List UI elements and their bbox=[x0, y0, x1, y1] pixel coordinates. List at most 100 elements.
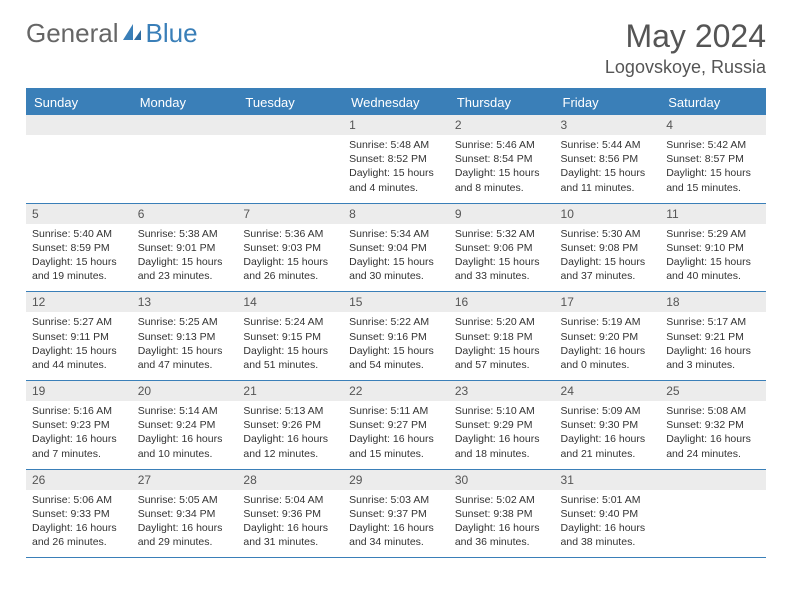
day-number: 8 bbox=[343, 204, 449, 224]
day-number: 9 bbox=[449, 204, 555, 224]
calendar-day-cell: 22Sunrise: 5:11 AMSunset: 9:27 PMDayligh… bbox=[343, 381, 449, 469]
calendar-day-cell bbox=[26, 115, 132, 203]
day-line: Daylight: 16 hours bbox=[349, 432, 443, 446]
day-line: Sunset: 9:15 PM bbox=[243, 330, 337, 344]
day-line: Sunrise: 5:32 AM bbox=[455, 227, 549, 241]
day-line: Sunset: 9:13 PM bbox=[138, 330, 232, 344]
day-number: 10 bbox=[555, 204, 661, 224]
day-line: and 24 minutes. bbox=[666, 447, 760, 461]
day-line: and 47 minutes. bbox=[138, 358, 232, 372]
calendar-week-row: 12Sunrise: 5:27 AMSunset: 9:11 PMDayligh… bbox=[26, 292, 766, 381]
brand-part2: Blue bbox=[146, 18, 198, 49]
day-line: and 0 minutes. bbox=[561, 358, 655, 372]
day-header: Thursday bbox=[449, 90, 555, 115]
calendar-day-cell: 8Sunrise: 5:34 AMSunset: 9:04 PMDaylight… bbox=[343, 204, 449, 292]
calendar-day-cell: 18Sunrise: 5:17 AMSunset: 9:21 PMDayligh… bbox=[660, 292, 766, 380]
day-body: Sunrise: 5:24 AMSunset: 9:15 PMDaylight:… bbox=[237, 312, 343, 380]
calendar-day-cell: 25Sunrise: 5:08 AMSunset: 9:32 PMDayligh… bbox=[660, 381, 766, 469]
day-line: Sunrise: 5:17 AM bbox=[666, 315, 760, 329]
day-line: Sunset: 9:37 PM bbox=[349, 507, 443, 521]
calendar-day-cell: 23Sunrise: 5:10 AMSunset: 9:29 PMDayligh… bbox=[449, 381, 555, 469]
calendar-week-row: 26Sunrise: 5:06 AMSunset: 9:33 PMDayligh… bbox=[26, 470, 766, 559]
day-line: Daylight: 15 hours bbox=[32, 344, 126, 358]
day-body: Sunrise: 5:05 AMSunset: 9:34 PMDaylight:… bbox=[132, 490, 238, 558]
day-line: Daylight: 15 hours bbox=[349, 255, 443, 269]
day-line: and 30 minutes. bbox=[349, 269, 443, 283]
day-line: Sunrise: 5:38 AM bbox=[138, 227, 232, 241]
day-line: Sunrise: 5:16 AM bbox=[32, 404, 126, 418]
day-line: Daylight: 16 hours bbox=[666, 432, 760, 446]
day-line: and 4 minutes. bbox=[349, 181, 443, 195]
calendar-day-cell: 19Sunrise: 5:16 AMSunset: 9:23 PMDayligh… bbox=[26, 381, 132, 469]
day-number: 15 bbox=[343, 292, 449, 312]
day-line: and 29 minutes. bbox=[138, 535, 232, 549]
day-line: Sunset: 9:38 PM bbox=[455, 507, 549, 521]
day-line: Sunset: 9:26 PM bbox=[243, 418, 337, 432]
day-number: 18 bbox=[660, 292, 766, 312]
day-line: Sunrise: 5:14 AM bbox=[138, 404, 232, 418]
day-number: 19 bbox=[26, 381, 132, 401]
day-line: Daylight: 16 hours bbox=[561, 432, 655, 446]
day-line: Sunset: 8:54 PM bbox=[455, 152, 549, 166]
brand-logo: General Blue bbox=[26, 18, 198, 49]
day-line: Sunset: 9:08 PM bbox=[561, 241, 655, 255]
day-body: Sunrise: 5:08 AMSunset: 9:32 PMDaylight:… bbox=[660, 401, 766, 469]
calendar-week-row: 19Sunrise: 5:16 AMSunset: 9:23 PMDayligh… bbox=[26, 381, 766, 470]
day-line: Sunrise: 5:19 AM bbox=[561, 315, 655, 329]
day-line: Sunset: 8:52 PM bbox=[349, 152, 443, 166]
day-line: Sunset: 9:10 PM bbox=[666, 241, 760, 255]
day-number: 27 bbox=[132, 470, 238, 490]
day-body: Sunrise: 5:19 AMSunset: 9:20 PMDaylight:… bbox=[555, 312, 661, 380]
day-line: and 19 minutes. bbox=[32, 269, 126, 283]
day-line: Sunrise: 5:03 AM bbox=[349, 493, 443, 507]
day-body: Sunrise: 5:14 AMSunset: 9:24 PMDaylight:… bbox=[132, 401, 238, 469]
day-line: Daylight: 16 hours bbox=[455, 432, 549, 446]
day-line: Sunset: 8:57 PM bbox=[666, 152, 760, 166]
day-line: Daylight: 15 hours bbox=[243, 344, 337, 358]
day-line: and 18 minutes. bbox=[455, 447, 549, 461]
day-body: Sunrise: 5:11 AMSunset: 9:27 PMDaylight:… bbox=[343, 401, 449, 469]
day-number: 17 bbox=[555, 292, 661, 312]
day-line: Sunrise: 5:36 AM bbox=[243, 227, 337, 241]
day-line: Sunset: 9:30 PM bbox=[561, 418, 655, 432]
day-line: Sunset: 9:20 PM bbox=[561, 330, 655, 344]
day-line: and 7 minutes. bbox=[32, 447, 126, 461]
day-body: Sunrise: 5:48 AMSunset: 8:52 PMDaylight:… bbox=[343, 135, 449, 203]
day-line: and 12 minutes. bbox=[243, 447, 337, 461]
day-number: 4 bbox=[660, 115, 766, 135]
day-header: Sunday bbox=[26, 90, 132, 115]
day-line: Sunrise: 5:27 AM bbox=[32, 315, 126, 329]
day-body: Sunrise: 5:03 AMSunset: 9:37 PMDaylight:… bbox=[343, 490, 449, 558]
calendar-day-cell: 14Sunrise: 5:24 AMSunset: 9:15 PMDayligh… bbox=[237, 292, 343, 380]
day-number: 6 bbox=[132, 204, 238, 224]
day-line: Sunset: 9:40 PM bbox=[561, 507, 655, 521]
calendar-day-cell: 11Sunrise: 5:29 AMSunset: 9:10 PMDayligh… bbox=[660, 204, 766, 292]
month-title: May 2024 bbox=[605, 18, 766, 55]
day-line: Daylight: 15 hours bbox=[32, 255, 126, 269]
day-line: Daylight: 15 hours bbox=[666, 255, 760, 269]
day-body: Sunrise: 5:10 AMSunset: 9:29 PMDaylight:… bbox=[449, 401, 555, 469]
day-line: and 15 minutes. bbox=[666, 181, 760, 195]
day-line: Sunset: 9:06 PM bbox=[455, 241, 549, 255]
calendar-day-cell: 16Sunrise: 5:20 AMSunset: 9:18 PMDayligh… bbox=[449, 292, 555, 380]
day-body: Sunrise: 5:40 AMSunset: 8:59 PMDaylight:… bbox=[26, 224, 132, 292]
day-body-empty bbox=[660, 490, 766, 550]
day-line: and 57 minutes. bbox=[455, 358, 549, 372]
day-number: 29 bbox=[343, 470, 449, 490]
calendar-day-cell: 13Sunrise: 5:25 AMSunset: 9:13 PMDayligh… bbox=[132, 292, 238, 380]
day-line: Daylight: 15 hours bbox=[243, 255, 337, 269]
day-line: Sunset: 9:03 PM bbox=[243, 241, 337, 255]
day-line: and 51 minutes. bbox=[243, 358, 337, 372]
day-line: and 26 minutes. bbox=[243, 269, 337, 283]
day-line: and 15 minutes. bbox=[349, 447, 443, 461]
day-line: Daylight: 15 hours bbox=[561, 255, 655, 269]
day-body: Sunrise: 5:46 AMSunset: 8:54 PMDaylight:… bbox=[449, 135, 555, 203]
day-body: Sunrise: 5:27 AMSunset: 9:11 PMDaylight:… bbox=[26, 312, 132, 380]
day-line: and 37 minutes. bbox=[561, 269, 655, 283]
day-line: Sunrise: 5:34 AM bbox=[349, 227, 443, 241]
calendar-day-cell: 12Sunrise: 5:27 AMSunset: 9:11 PMDayligh… bbox=[26, 292, 132, 380]
day-line: Daylight: 16 hours bbox=[32, 432, 126, 446]
day-number: 16 bbox=[449, 292, 555, 312]
day-line: and 23 minutes. bbox=[138, 269, 232, 283]
day-line: Sunrise: 5:02 AM bbox=[455, 493, 549, 507]
